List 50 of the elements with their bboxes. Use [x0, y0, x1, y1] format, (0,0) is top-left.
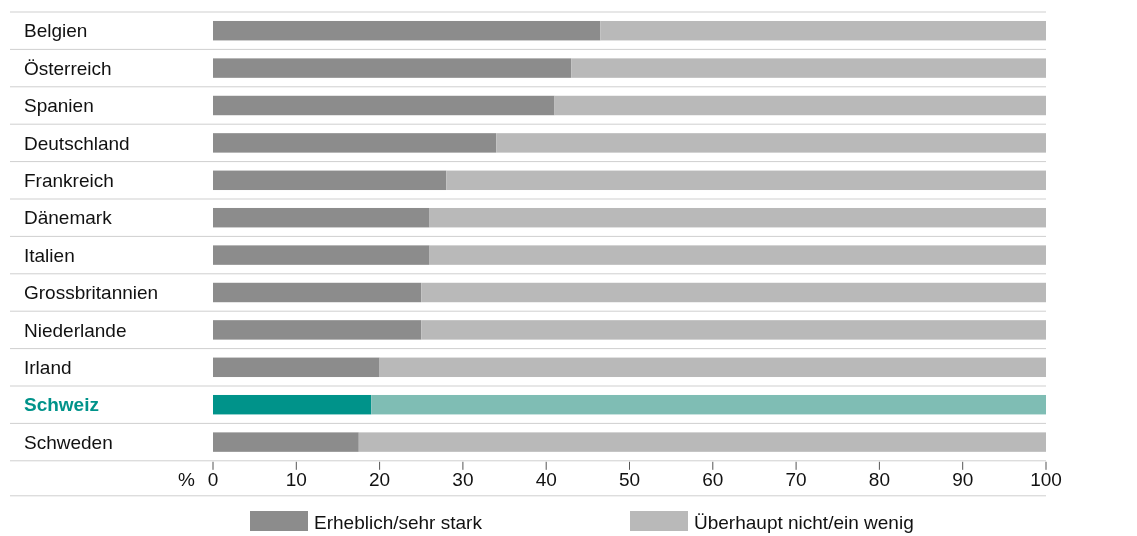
bar: [213, 170, 447, 191]
bar: [429, 207, 1046, 228]
bar: [213, 282, 422, 303]
y-tick-label: Italien: [24, 244, 75, 266]
y-tick-label: Dänemark: [24, 207, 113, 229]
bar: [213, 394, 372, 415]
y-tick-label: Spanien: [24, 95, 94, 117]
bar: [496, 133, 1046, 153]
x-tick-label: 0: [207, 468, 219, 490]
bar: [213, 207, 430, 228]
bar: [213, 357, 380, 378]
bar: [379, 357, 1046, 378]
y-tick-label: Schweiz: [24, 394, 99, 416]
bar: [371, 394, 1046, 415]
bar: [213, 432, 359, 452]
bar: [421, 320, 1046, 340]
bar: [213, 20, 601, 41]
bar: [554, 95, 1046, 116]
x-axis-title: %: [178, 468, 196, 490]
legend-label: Erheblich/sehr stark: [314, 511, 483, 533]
bar: [213, 320, 422, 340]
y-tick-label: Deutschland: [24, 132, 130, 154]
bar: [429, 245, 1046, 265]
y-tick-label: Österreich: [24, 57, 112, 79]
x-tick-label: 30: [452, 468, 474, 490]
y-tick-label: Schweden: [24, 431, 113, 453]
bar: [213, 245, 430, 265]
bar: [213, 58, 572, 78]
bar: [446, 170, 1046, 191]
bar: [213, 95, 555, 116]
x-tick-label: 50: [618, 468, 641, 490]
x-tick-label: 80: [868, 468, 890, 490]
bar: [421, 282, 1046, 303]
x-tick-label: 90: [952, 468, 974, 490]
bar: [358, 432, 1046, 452]
x-tick-label: 20: [369, 468, 391, 490]
x-tick-label: 10: [285, 468, 307, 490]
y-tick-label: Niederlande: [24, 319, 127, 341]
y-tick-label: Frankreich: [24, 169, 114, 191]
x-tick-label: 100: [1030, 468, 1062, 490]
y-tick-label: Grossbritannien: [24, 282, 159, 304]
y-tick-label: Irland: [24, 356, 72, 378]
bar: [600, 20, 1046, 41]
bar: [571, 58, 1046, 78]
bar: [213, 133, 497, 153]
x-tick-label: 40: [535, 468, 557, 490]
x-tick-label: 70: [785, 468, 807, 490]
legend-label: Überhaupt nicht/ein wenig: [694, 511, 914, 533]
y-tick-label: Belgien: [24, 20, 88, 42]
x-tick-label: 60: [702, 468, 724, 490]
